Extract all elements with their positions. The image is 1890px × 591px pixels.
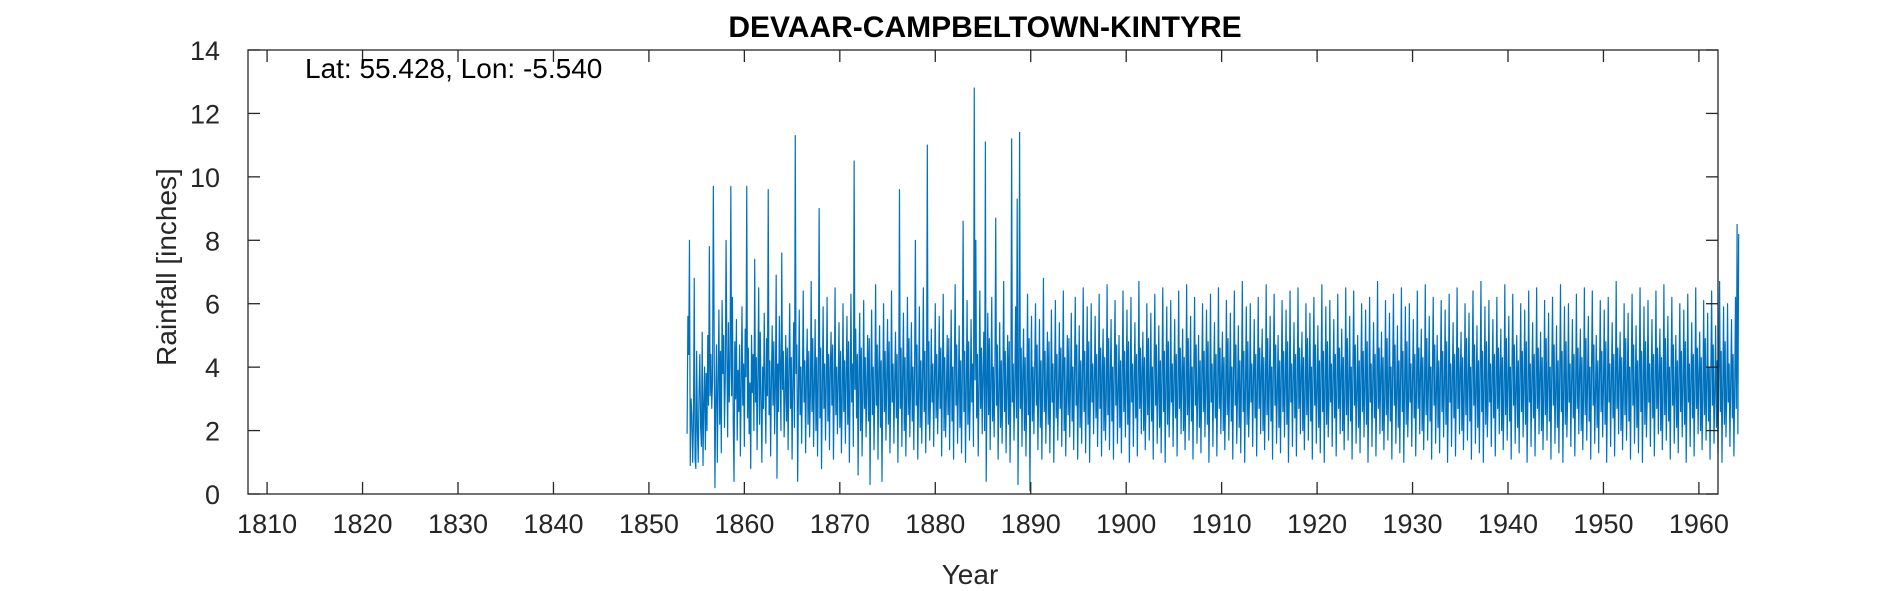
y-tick-label: 14 — [190, 36, 220, 66]
y-tick-label: 12 — [190, 99, 220, 129]
x-axis-label: Year — [942, 559, 999, 590]
x-tick-label: 1920 — [1287, 509, 1347, 539]
x-tick-label: 1850 — [619, 509, 679, 539]
y-tick-label: 8 — [205, 226, 220, 256]
y-axis-label: Rainfall [inches] — [151, 168, 182, 366]
plot-area — [248, 50, 1718, 494]
x-tick-label: 1880 — [905, 509, 965, 539]
y-tick-label: 10 — [190, 163, 220, 193]
x-tick-label: 1830 — [428, 509, 488, 539]
x-tick-label: 1950 — [1573, 509, 1633, 539]
x-tick-label: 1890 — [1001, 509, 1061, 539]
x-tick-label: 1900 — [1096, 509, 1156, 539]
series-group — [686, 87, 1740, 492]
rainfall-series-line — [686, 87, 1740, 492]
y-tick-label: 2 — [205, 417, 220, 447]
x-tick-label: 1870 — [810, 509, 870, 539]
y-tick-label: 4 — [205, 353, 220, 383]
x-tick-label: 1820 — [333, 509, 393, 539]
x-tick-label: 1960 — [1669, 509, 1729, 539]
x-tick-label: 1840 — [523, 509, 583, 539]
axes-group — [247, 49, 1719, 495]
y-ticks-group: 0 2 4 6 8 10 12 14 — [190, 36, 1718, 510]
chart-title: DEVAAR-CAMPBELTOWN-KINTYRE — [728, 11, 1241, 44]
x-tick-label: 1910 — [1192, 509, 1252, 539]
axes-box — [247, 49, 1719, 495]
x-tick-label: 1940 — [1478, 509, 1538, 539]
location-annotation: Lat: 55.428, Lon: -5.540 — [305, 53, 602, 84]
x-tick-label: 1930 — [1383, 509, 1443, 539]
x-tick-label: 1810 — [237, 509, 297, 539]
x-tick-label: 1860 — [714, 509, 774, 539]
x-ticks-group: 1810 1820 1830 1840 1850 1860 1870 1880 1890 1900… — [237, 50, 1729, 539]
y-tick-label: 6 — [205, 290, 220, 320]
y-tick-label: 0 — [205, 480, 220, 510]
